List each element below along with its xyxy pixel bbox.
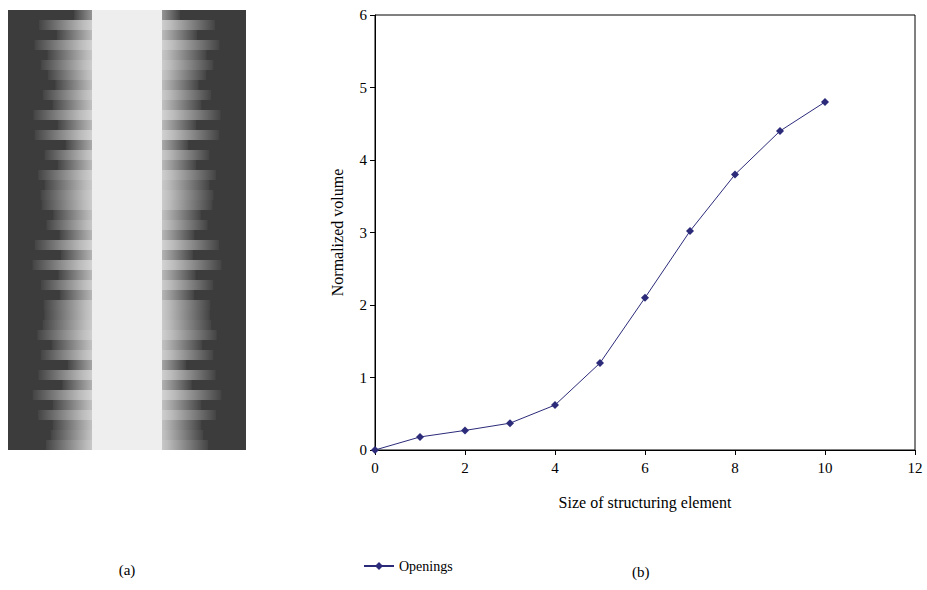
svg-text:6: 6 xyxy=(360,7,368,23)
svg-text:6: 6 xyxy=(641,460,649,476)
svg-text:1: 1 xyxy=(360,370,368,386)
svg-text:4: 4 xyxy=(551,460,559,476)
svg-text:(b): (b) xyxy=(632,564,650,581)
svg-text:8: 8 xyxy=(731,460,739,476)
svg-text:Size of structuring element: Size of structuring element xyxy=(559,494,732,512)
svg-text:5: 5 xyxy=(360,80,368,96)
html-text:(a): (a) xyxy=(118,562,136,578)
svg-text:Normalized volume: Normalized volume xyxy=(329,169,346,297)
svg-text:3: 3 xyxy=(360,225,368,241)
svg-text:Openings: Openings xyxy=(399,559,453,574)
svg-text:4: 4 xyxy=(360,152,368,168)
svg-text:12: 12 xyxy=(908,460,923,476)
svg-text:0: 0 xyxy=(360,442,368,458)
svg-text:0: 0 xyxy=(371,460,379,476)
svg-text:2: 2 xyxy=(461,460,469,476)
svg-text:2: 2 xyxy=(360,297,368,313)
svg-text:10: 10 xyxy=(818,460,833,476)
